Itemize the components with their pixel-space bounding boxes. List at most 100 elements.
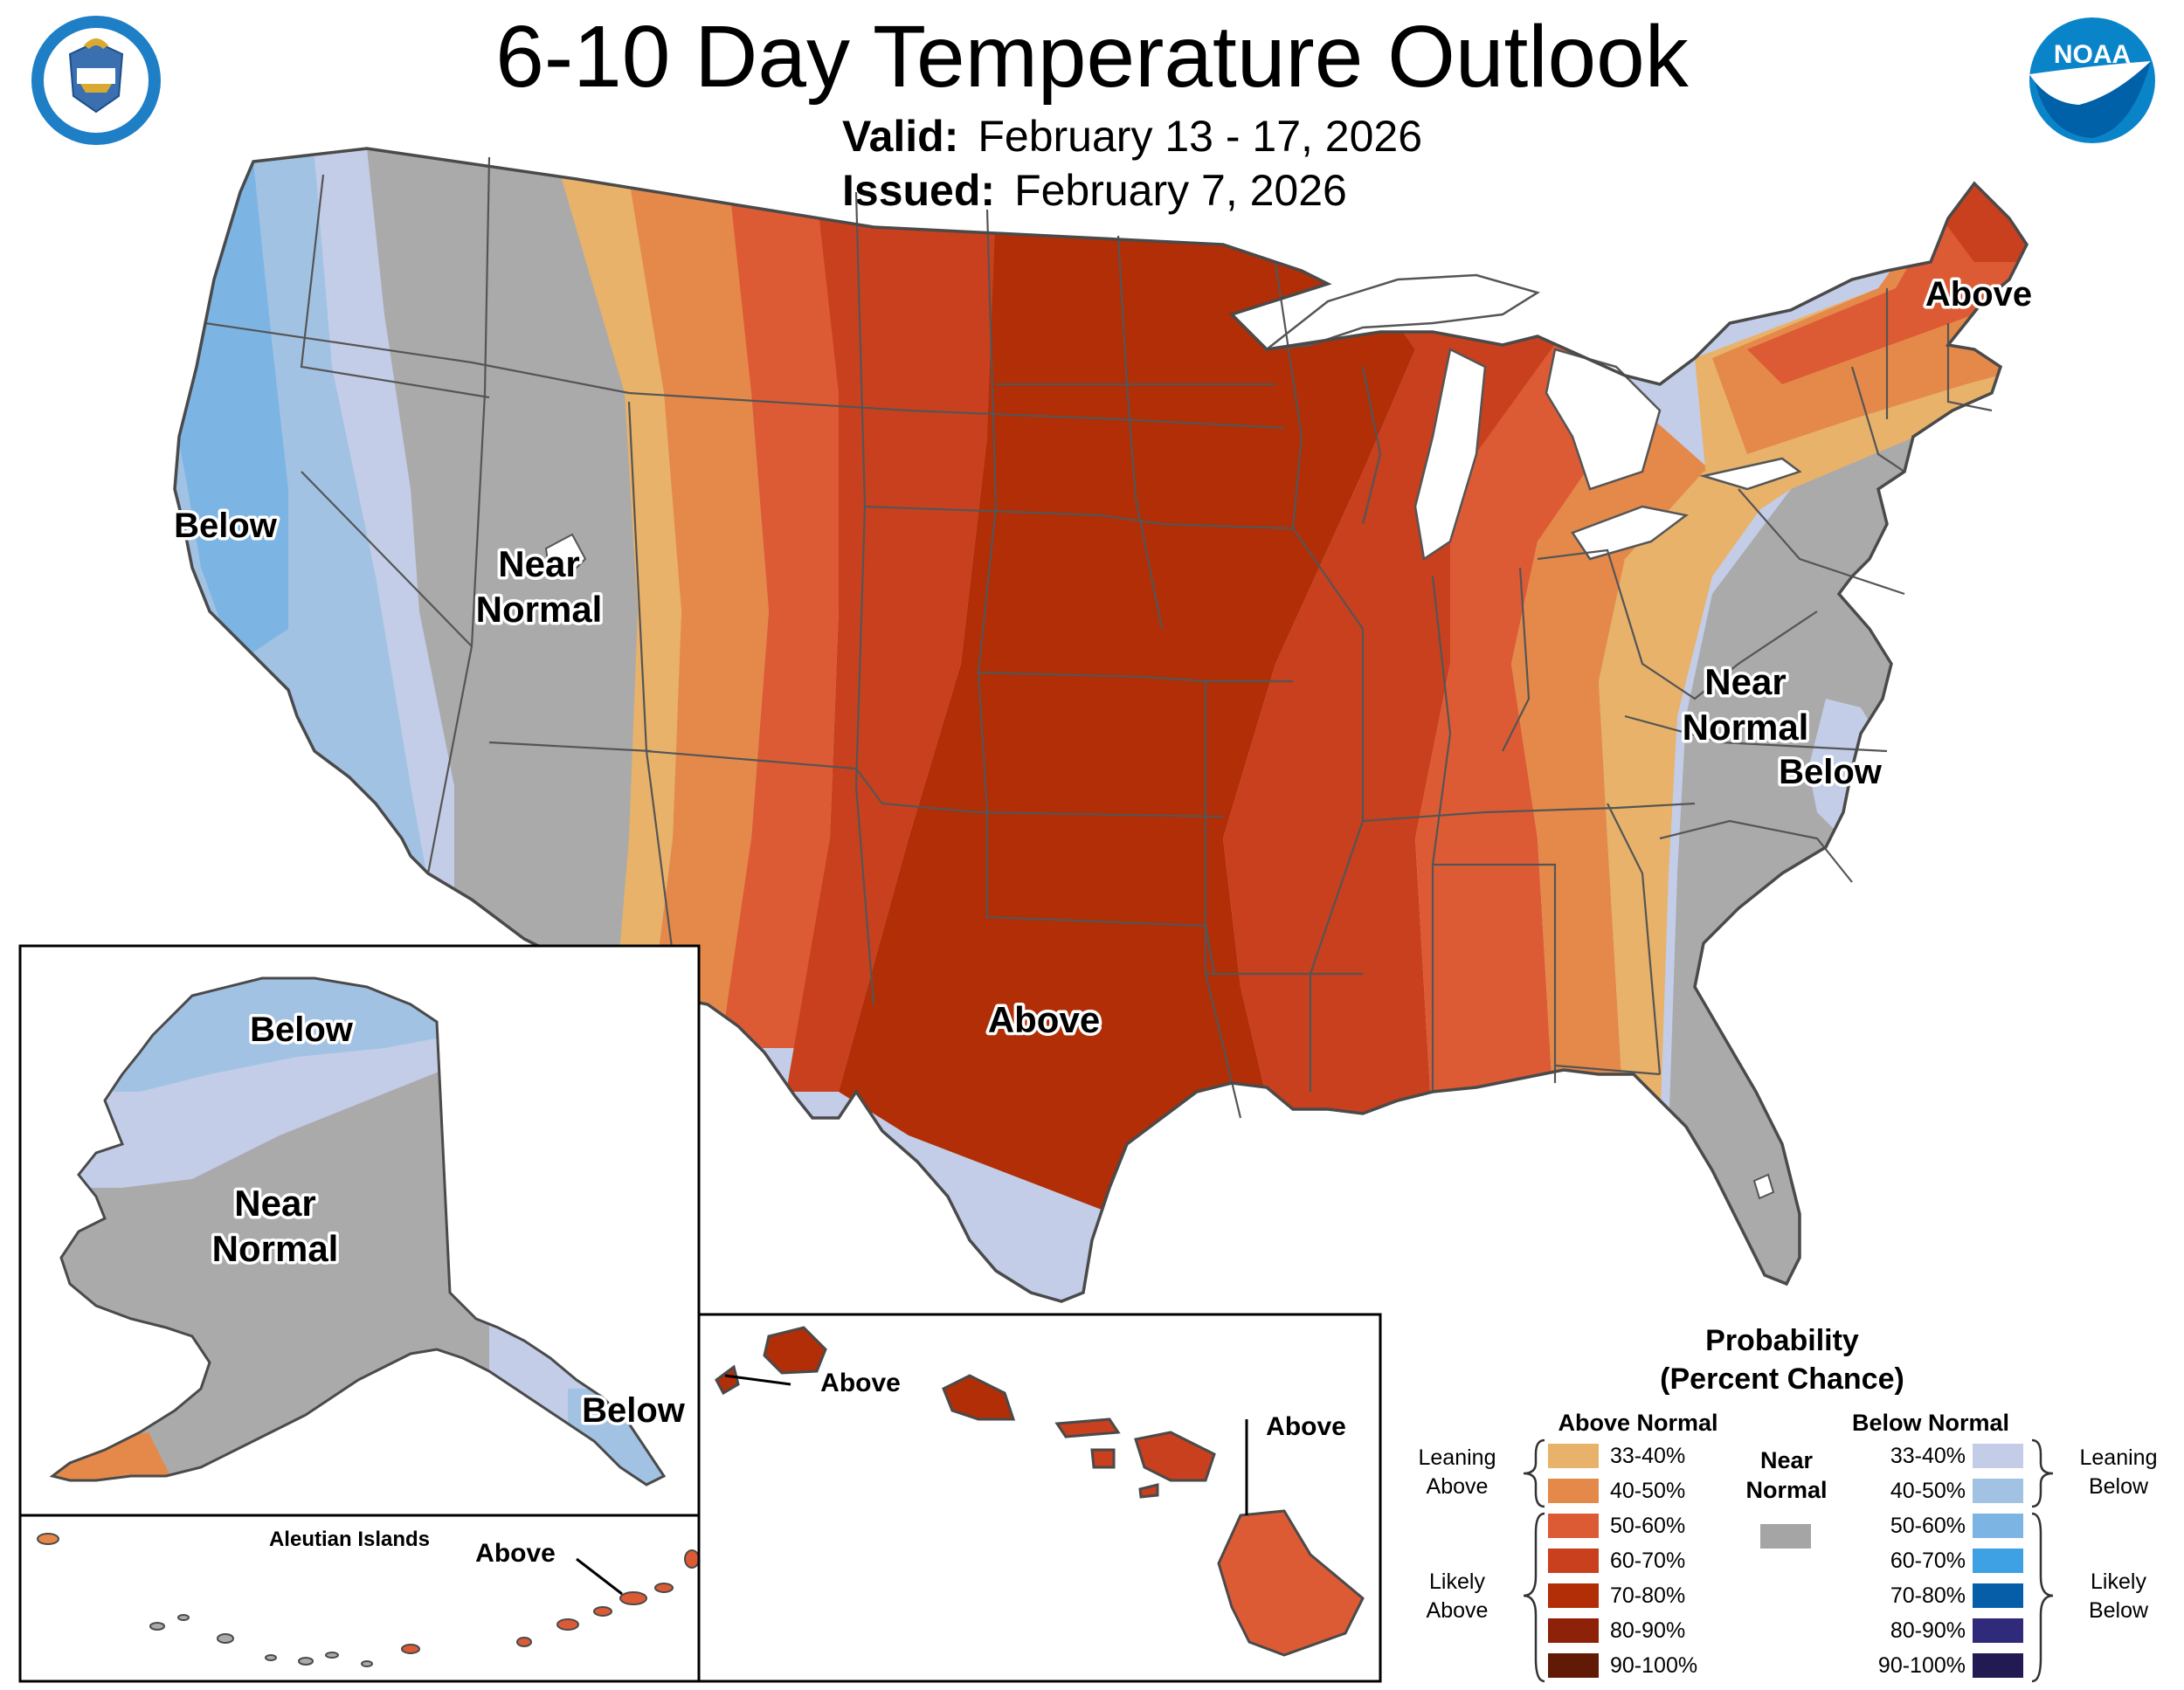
legend-swatch-above bbox=[1548, 1618, 1599, 1643]
legend-label-above: 90-100% bbox=[1610, 1653, 1698, 1678]
legend-braces-left bbox=[1523, 1438, 1545, 1683]
label-ak-normal: Normal bbox=[212, 1228, 339, 1269]
zone-above-50-60-east bbox=[1415, 332, 1642, 1135]
zone-above-33-40-east bbox=[1599, 454, 1800, 1135]
state-line bbox=[301, 471, 473, 647]
ship-icon bbox=[77, 68, 115, 84]
lake-erie bbox=[1571, 505, 1689, 561]
likely-below-line1: Likely bbox=[2091, 1569, 2146, 1594]
conus-probability-field bbox=[175, 148, 2027, 1301]
lake-michigan bbox=[1413, 348, 1487, 562]
legend-swatch-below bbox=[1973, 1479, 2023, 1503]
issued-date: Issued: February 7, 2026 bbox=[842, 166, 1347, 215]
legend-swatch-above bbox=[1548, 1583, 1599, 1608]
legend-near-line1: Near bbox=[1759, 1447, 1814, 1473]
state-line bbox=[1431, 576, 1452, 1092]
valid-label: Valid: bbox=[842, 112, 959, 161]
label-hi-above-west: Above bbox=[820, 1369, 901, 1397]
state-line bbox=[985, 812, 1216, 975]
leaning-above-line1: Leaning bbox=[1418, 1445, 1496, 1470]
label-west-near: Near bbox=[498, 543, 579, 584]
map-title: 6-10 Day Temperature Outlook bbox=[495, 8, 1689, 106]
legend-below-header: Below Normal bbox=[1851, 1410, 2010, 1436]
label-east-normal: Normal bbox=[1683, 707, 1809, 748]
island bbox=[325, 1652, 339, 1659]
conus-coastline bbox=[173, 147, 2029, 1303]
state-line bbox=[1624, 714, 1888, 753]
island bbox=[593, 1606, 612, 1617]
legend-swatch-near-normal bbox=[1760, 1524, 1811, 1549]
zone-above-33-40-west bbox=[559, 170, 681, 1048]
island bbox=[149, 1622, 165, 1631]
label-ak-near: Near bbox=[234, 1183, 315, 1224]
legend-swatch-above bbox=[1548, 1479, 1599, 1503]
lanai-island bbox=[1090, 1448, 1116, 1469]
state-line bbox=[1433, 863, 1557, 1083]
state-line bbox=[488, 741, 652, 753]
aleutian-frame bbox=[18, 1514, 701, 1683]
zone-above-50-60-west bbox=[721, 188, 839, 1048]
state-line bbox=[1502, 567, 1531, 752]
hawaiian-islands bbox=[715, 1326, 1365, 1657]
legend-label-below: 60-70% bbox=[1890, 1549, 1966, 1573]
probability-legend: Probability (Percent Chance) Above Norma… bbox=[1398, 1314, 2184, 1690]
alaska-inset: Below Near Normal Below bbox=[18, 944, 701, 1517]
legend-label-below: 70-80% bbox=[1890, 1583, 1966, 1608]
state-boundaries bbox=[204, 156, 1993, 1119]
legend-swatch-below bbox=[1973, 1583, 2023, 1608]
island bbox=[265, 1654, 277, 1661]
leaning-below-line1: Leaning bbox=[2079, 1445, 2158, 1470]
legend-label-below: 80-90% bbox=[1890, 1618, 1966, 1643]
great-salt-lake bbox=[544, 533, 587, 578]
zone-near-normal-west bbox=[367, 148, 664, 1031]
state-line bbox=[1362, 802, 1696, 823]
island bbox=[401, 1644, 420, 1654]
valid-dates: Valid: February 13 - 17, 2026 bbox=[842, 112, 1422, 161]
issued-label: Issued: bbox=[842, 166, 996, 215]
legend-swatch-below bbox=[1973, 1549, 2023, 1573]
noaa-bird-icon bbox=[2029, 61, 2151, 105]
noaa-text: NOAA bbox=[2054, 40, 2131, 69]
state-line bbox=[300, 174, 490, 399]
island bbox=[516, 1637, 532, 1647]
legend-label-below: 33-40% bbox=[1890, 1444, 1966, 1468]
kauai-island bbox=[763, 1326, 827, 1375]
legend-label-above: 33-40% bbox=[1610, 1444, 1686, 1468]
label-west-normal: Normal bbox=[476, 589, 603, 630]
state-line bbox=[1659, 819, 1853, 883]
legend-above-header: Above Normal bbox=[1558, 1410, 1718, 1436]
legend-label-above: 50-60% bbox=[1610, 1514, 1686, 1538]
brace-likely-below bbox=[2031, 1512, 2054, 1683]
legend-label-below: 90-100% bbox=[1877, 1653, 1966, 1678]
issued-value: February 7, 2026 bbox=[1014, 166, 1347, 215]
state-line bbox=[1850, 366, 1905, 473]
legend-swatch-above bbox=[1548, 1653, 1599, 1678]
state-line bbox=[1116, 235, 1164, 630]
legend-label-above: 60-70% bbox=[1610, 1549, 1686, 1573]
zone-above-60-70-west bbox=[786, 197, 1005, 1092]
zone-above-40-50-east bbox=[1511, 402, 1712, 1135]
state-line bbox=[1946, 323, 1993, 412]
island bbox=[361, 1660, 373, 1667]
island bbox=[556, 1618, 579, 1631]
lake-ontario bbox=[1699, 457, 1802, 491]
state-line bbox=[977, 209, 998, 813]
aleutian-leader-line bbox=[576, 1557, 623, 1596]
legend-swatch-below bbox=[1973, 1653, 2023, 1678]
island bbox=[619, 1591, 647, 1605]
leaning-below-line2: Below bbox=[2088, 1474, 2149, 1499]
legend-title-line1: Probability bbox=[1705, 1324, 1859, 1357]
aleutian-inset: Aleutian Islands Above bbox=[18, 1514, 701, 1683]
state-line bbox=[1537, 548, 1818, 700]
legend-swatch-above bbox=[1548, 1444, 1599, 1468]
label-hi-above-east: Above bbox=[1266, 1412, 1346, 1441]
island bbox=[177, 1614, 190, 1621]
state-line bbox=[1361, 366, 1382, 525]
oahu-island bbox=[942, 1374, 1016, 1421]
state-line bbox=[1738, 488, 1905, 596]
kahoolawe-island bbox=[1138, 1483, 1159, 1499]
label-east-below: Below bbox=[1779, 753, 1883, 791]
legend-label-below: 40-50% bbox=[1890, 1479, 1966, 1503]
hawaii-inset: Above Above bbox=[697, 1313, 1382, 1683]
